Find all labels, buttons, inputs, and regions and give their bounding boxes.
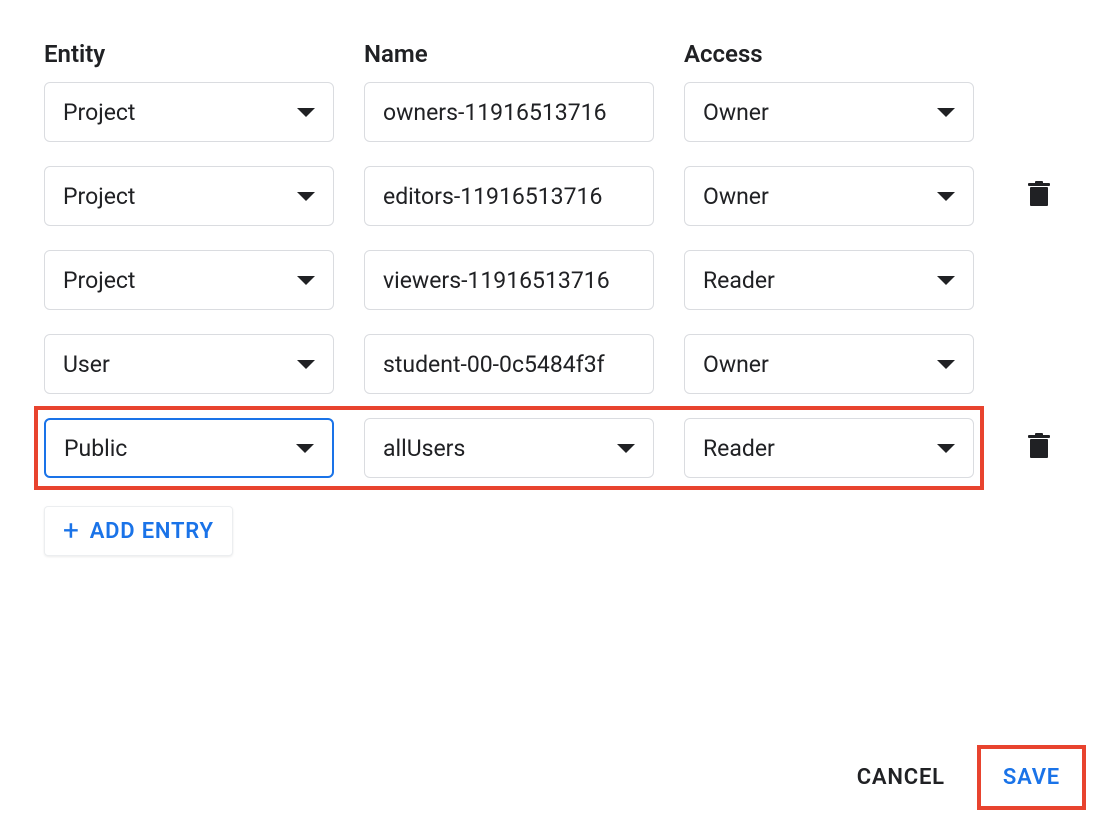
entity-value: Public [64, 435, 127, 462]
name-value: editors-11916513716 [383, 183, 602, 210]
save-button[interactable]: SAVE [989, 755, 1074, 800]
delete-row-button[interactable] [1024, 433, 1054, 463]
chevron-down-icon [937, 192, 955, 201]
access-value: Owner [703, 99, 769, 126]
permission-row: User student-00-0c5484f3f Owner [44, 334, 1054, 394]
chevron-down-icon [617, 444, 635, 453]
delete-row-button[interactable] [1024, 181, 1054, 211]
column-header-access: Access [684, 40, 763, 68]
add-entry-button[interactable]: + ADD ENTRY [44, 506, 233, 556]
access-value: Owner [703, 183, 769, 210]
entity-select[interactable]: Public [44, 418, 334, 478]
name-field[interactable]: editors-11916513716 [364, 166, 654, 226]
cancel-button[interactable]: CANCEL [843, 755, 959, 800]
permission-row: Project owners-11916513716 Owner [44, 82, 1054, 142]
chevron-down-icon [297, 276, 315, 285]
entity-select[interactable]: Project [44, 82, 334, 142]
name-field[interactable]: allUsers [364, 418, 654, 478]
chevron-down-icon [297, 360, 315, 369]
plus-icon: + [63, 517, 80, 545]
chevron-down-icon [296, 444, 314, 453]
name-field[interactable]: student-00-0c5484f3f [364, 334, 654, 394]
name-value: allUsers [383, 435, 465, 462]
entity-select[interactable]: User [44, 334, 334, 394]
access-select[interactable]: Owner [684, 334, 974, 394]
entity-value: Project [63, 99, 135, 126]
permission-row: Project editors-11916513716 Owner [44, 166, 1054, 226]
access-select[interactable]: Reader [684, 418, 974, 478]
trash-icon [1027, 181, 1051, 211]
add-entry-label: ADD ENTRY [90, 519, 214, 544]
permission-row: Public allUsers Reader [44, 418, 1054, 478]
access-select[interactable]: Owner [684, 82, 974, 142]
name-field[interactable]: owners-11916513716 [364, 82, 654, 142]
name-value: owners-11916513716 [383, 99, 607, 126]
chevron-down-icon [937, 444, 955, 453]
access-value: Reader [703, 267, 775, 294]
permission-row: Project viewers-11916513716 Reader [44, 250, 1054, 310]
entity-value: User [63, 351, 110, 378]
trash-icon [1027, 433, 1051, 463]
entity-select[interactable]: Project [44, 166, 334, 226]
column-header-entity: Entity [44, 40, 105, 68]
name-field[interactable]: viewers-11916513716 [364, 250, 654, 310]
entity-value: Project [63, 183, 135, 210]
chevron-down-icon [297, 192, 315, 201]
chevron-down-icon [937, 108, 955, 117]
chevron-down-icon [937, 360, 955, 369]
access-select[interactable]: Owner [684, 166, 974, 226]
entity-value: Project [63, 267, 135, 294]
access-select[interactable]: Reader [684, 250, 974, 310]
chevron-down-icon [937, 276, 955, 285]
name-value: student-00-0c5484f3f [383, 351, 605, 378]
access-value: Owner [703, 351, 769, 378]
chevron-down-icon [297, 108, 315, 117]
column-header-name: Name [364, 40, 428, 68]
name-value: viewers-11916513716 [383, 267, 610, 294]
access-value: Reader [703, 435, 775, 462]
entity-select[interactable]: Project [44, 250, 334, 310]
